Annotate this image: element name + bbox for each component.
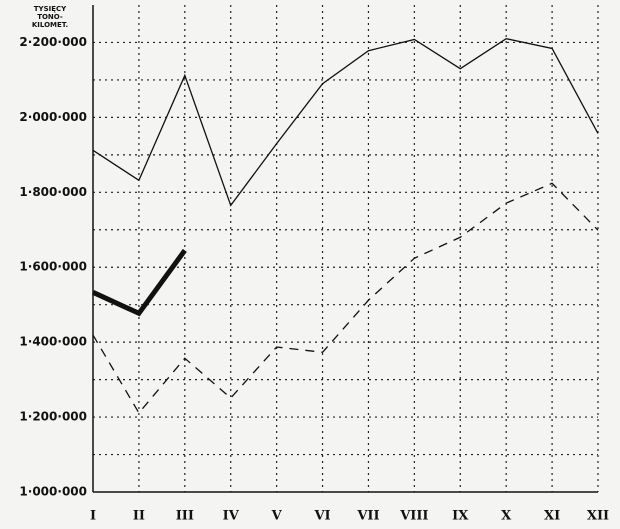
x-tick-label: I <box>90 509 96 524</box>
x-tick-label: VIII <box>399 509 428 524</box>
data-line <box>92 182 599 415</box>
x-tick-label: VII <box>356 509 379 524</box>
x-tick-label: V <box>271 509 283 524</box>
x-tick-label: II <box>133 509 145 524</box>
data-line <box>91 248 187 317</box>
x-tick-label: XI <box>544 509 560 524</box>
data-line <box>92 38 599 207</box>
x-tick-label: X <box>501 509 512 524</box>
x-tick-label: IV <box>223 509 240 524</box>
y-axis-label: TYSIĘCY <box>34 5 67 13</box>
x-tick-label: VI <box>313 509 330 524</box>
y-axis-label: TONO- <box>37 13 63 21</box>
y-tick-label: 1·000·000 <box>19 485 87 499</box>
y-axis-label: KILOMET. <box>32 21 68 29</box>
x-tick-label: XII <box>587 509 609 524</box>
y-tick-label: 2·200·000 <box>19 35 87 49</box>
x-tick-label: III <box>176 509 194 524</box>
y-tick-label: 1·200·000 <box>19 410 87 424</box>
y-tick-label: 1·800·000 <box>19 185 87 199</box>
y-tick-label: 1·400·000 <box>19 335 87 349</box>
y-tick-label: 2·000·000 <box>19 110 87 124</box>
y-tick-label: 1·600·000 <box>19 260 87 274</box>
x-tick-label: IX <box>452 509 469 524</box>
